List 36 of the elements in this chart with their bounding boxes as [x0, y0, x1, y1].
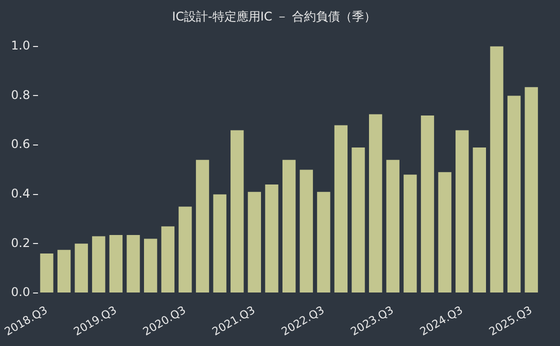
bar [420, 115, 434, 292]
y-tick-label: 0.0 [10, 285, 30, 300]
y-tick-label: 1.0 [10, 38, 30, 53]
bar [282, 160, 296, 292]
bar [352, 148, 365, 292]
bar [438, 172, 452, 292]
bar [265, 184, 278, 292]
bar [490, 46, 504, 292]
bar [161, 226, 174, 292]
bar [109, 235, 123, 292]
bar [126, 235, 140, 292]
y-tick-label: 0.6 [10, 137, 30, 152]
bar [57, 250, 71, 292]
bar [213, 194, 226, 292]
bar [300, 170, 313, 292]
bar [507, 96, 521, 292]
bar [40, 254, 54, 292]
bar [92, 236, 106, 292]
bar [74, 244, 88, 292]
bar [472, 148, 486, 292]
bar [230, 130, 244, 292]
bar [386, 160, 400, 292]
bar [456, 130, 469, 292]
bar [524, 87, 538, 292]
bar [248, 192, 262, 292]
bar [144, 238, 158, 292]
bar [196, 160, 210, 292]
bar [404, 174, 417, 292]
bar [334, 125, 348, 292]
bar [317, 192, 330, 292]
y-tick-label: 0.2 [10, 236, 30, 250]
y-tick-label: 0.8 [10, 88, 30, 102]
chart-title: IC設計-特定應用IC － 合約負債（季） [172, 9, 376, 24]
bar [178, 206, 192, 292]
y-tick-label: 0.4 [10, 186, 30, 200]
bar [369, 114, 382, 292]
